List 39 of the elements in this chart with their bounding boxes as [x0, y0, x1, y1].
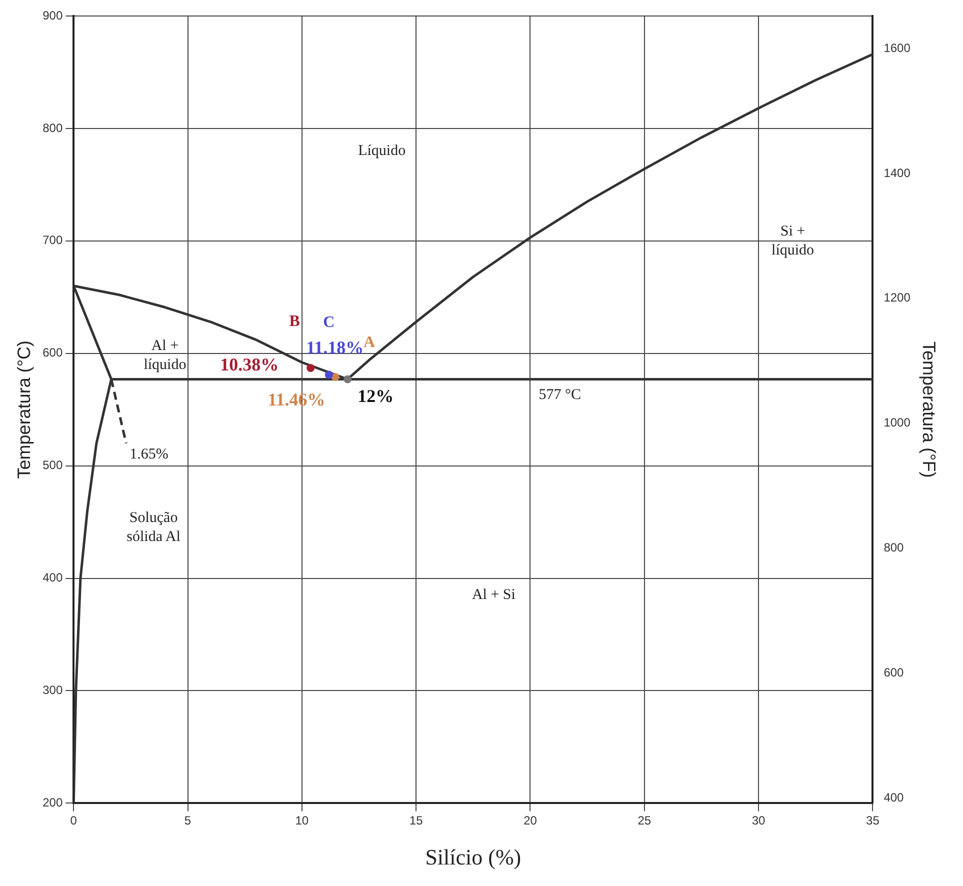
y2-tick-label: 600	[884, 666, 904, 680]
annotation: Si + líquido	[772, 223, 814, 258]
x-tick-label: 30	[752, 814, 766, 828]
y2-tick-label: 400	[884, 790, 904, 805]
y2-tick-label: 1200	[884, 290, 911, 305]
text: A	[363, 334, 376, 352]
x-axis-title: Silício (%)	[425, 844, 522, 870]
y2-tick-label: 800	[884, 540, 904, 555]
y2-tick-label: 1400	[884, 166, 911, 180]
x-tick-label: 10	[295, 814, 309, 828]
y-tick-label: 200	[42, 796, 63, 810]
x-tick-label: 20	[524, 814, 538, 828]
x-tick-label: 25	[638, 814, 652, 828]
y2-axis-title: Temperatura (°F)	[919, 341, 940, 478]
text: C	[323, 314, 335, 331]
text: B	[289, 313, 300, 330]
y-tick-label: 300	[42, 683, 63, 698]
y-tick-label: 900	[42, 8, 63, 22]
y-tick-label: 500	[42, 458, 63, 472]
x-tick-label: 0	[70, 814, 78, 828]
y2-tick-label: 1000	[884, 416, 911, 430]
x-tick-label: 15	[409, 814, 424, 828]
x-tick-label: 5	[184, 814, 192, 828]
x-tick-label: 35	[866, 814, 880, 828]
annotation: Al + líquido	[144, 338, 186, 374]
annotation: 10.38%	[220, 354, 279, 375]
y-tick-label: 600	[42, 346, 63, 360]
y-tick-label: 800	[42, 120, 63, 135]
annotation: 11.18%	[306, 337, 364, 358]
annotation: Líquido	[358, 142, 406, 159]
y-tick-label: 400	[42, 570, 63, 585]
annotation: Solução sólida Al	[126, 510, 180, 546]
y-tick-label: 700	[42, 233, 63, 248]
y-axis-title: Temperatura (°C)	[14, 340, 34, 479]
annotation: Al + Si	[472, 587, 516, 604]
annotation: 12%	[358, 386, 394, 406]
annotation: 577 °C	[538, 386, 582, 403]
y2-tick-label: 1600	[884, 40, 911, 55]
annotation: 1.65%	[130, 446, 168, 463]
